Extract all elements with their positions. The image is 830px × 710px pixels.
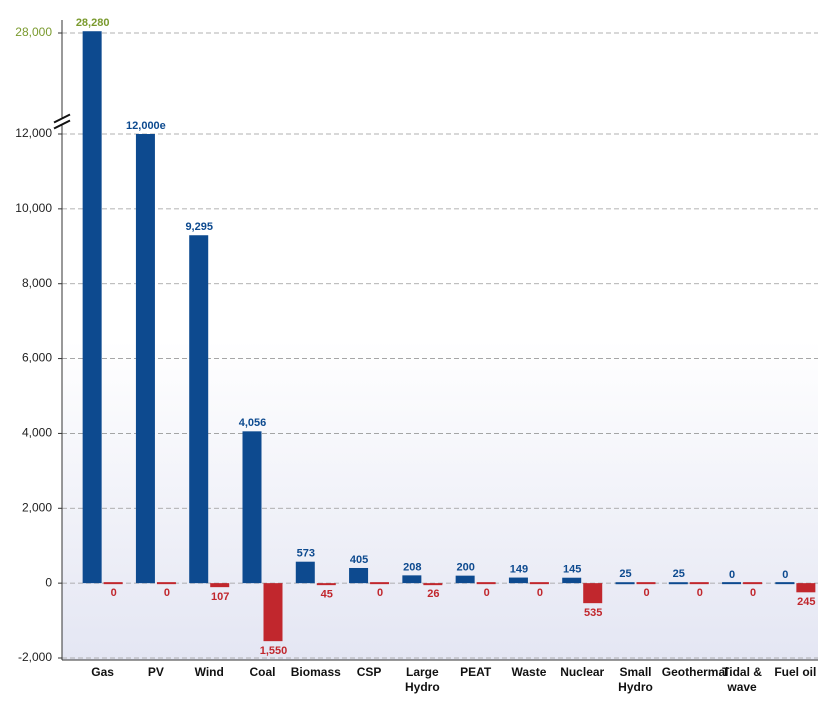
bar	[562, 577, 582, 584]
y-tick-label: -2,000	[18, 650, 52, 664]
x-tick-label: PV	[147, 665, 164, 679]
data-label: 0	[377, 587, 383, 599]
bar	[796, 583, 816, 593]
bar	[370, 582, 390, 585]
data-label: 535	[584, 607, 602, 619]
bar	[295, 561, 315, 584]
x-tick-label: CSP	[356, 665, 382, 679]
bar	[189, 235, 209, 584]
bar	[349, 567, 369, 584]
data-label: 25	[619, 568, 631, 580]
data-label: 0	[697, 587, 703, 599]
data-label: 405	[350, 554, 368, 566]
bar	[455, 575, 475, 584]
x-tick-label: Fuel oil	[774, 665, 817, 679]
data-label: 200	[456, 562, 474, 574]
y-tick-label: 4,000	[22, 426, 52, 440]
bar	[508, 577, 528, 584]
y-tick-label: 28,000	[15, 25, 52, 39]
y-tick-label: 6,000	[22, 351, 52, 365]
y-tick-label: 10,000	[15, 201, 52, 215]
bar	[583, 583, 603, 604]
axis-break	[53, 119, 71, 130]
data-label: 0	[643, 587, 649, 599]
x-tick-label: Biomass	[290, 665, 341, 679]
bar	[210, 583, 230, 588]
data-label: 26	[427, 588, 439, 600]
plot-background	[62, 20, 818, 660]
bar	[476, 582, 496, 585]
x-tick-label: Small Hydro	[618, 665, 653, 694]
data-label: 0	[729, 569, 735, 581]
data-label: 208	[403, 561, 421, 573]
data-label: 9,295	[185, 221, 213, 233]
bar	[402, 575, 422, 584]
y-tick-label: 12,000	[15, 126, 52, 140]
bar	[775, 582, 795, 585]
x-tick-label: Waste	[511, 665, 547, 679]
data-label: 12,000e	[126, 120, 166, 132]
bar	[156, 582, 176, 585]
x-tick-label: Wind	[194, 665, 224, 679]
bar	[689, 582, 709, 585]
data-label: 145	[563, 564, 581, 576]
x-tick-label: Large Hydro	[405, 665, 440, 694]
data-label: 0	[164, 587, 170, 599]
data-label: 0	[537, 587, 543, 599]
data-label: 245	[797, 596, 815, 608]
data-label: 45	[321, 589, 333, 601]
data-label: 573	[297, 548, 315, 560]
bar	[529, 582, 549, 585]
bar	[668, 582, 688, 585]
bar	[722, 582, 742, 585]
y-tick-label: 8,000	[22, 276, 52, 290]
data-label: 107	[211, 591, 229, 603]
x-tick-label: Gas	[91, 665, 114, 679]
data-label: 0	[750, 587, 756, 599]
bar	[316, 583, 336, 586]
bar	[135, 134, 155, 584]
y-tick-label: 2,000	[22, 500, 52, 514]
y-tick-label: 0	[45, 575, 52, 589]
bar	[615, 582, 635, 585]
x-tick-label: Coal	[249, 665, 276, 679]
x-tick-label: Nuclear	[560, 665, 605, 679]
data-label: 0	[111, 587, 117, 599]
bar	[103, 582, 123, 585]
bar	[423, 583, 443, 586]
data-label: 0	[782, 569, 788, 581]
data-label: 4,056	[239, 417, 267, 429]
data-label: 149	[510, 563, 528, 575]
bar	[263, 583, 283, 642]
bar	[636, 582, 656, 585]
bar	[743, 582, 763, 585]
bar	[82, 31, 102, 584]
axis-break	[53, 113, 71, 124]
bar	[242, 431, 262, 584]
data-label: 1,550	[260, 645, 288, 657]
axis-break-gap	[54, 117, 70, 126]
x-tick-label: PEAT	[460, 665, 492, 679]
data-label: 28,280	[76, 17, 110, 29]
data-label: 25	[673, 568, 685, 580]
data-label: 0	[484, 587, 490, 599]
x-tick-label: Tidal & wave	[722, 665, 762, 694]
x-tick-label: Geothermal	[661, 665, 729, 679]
